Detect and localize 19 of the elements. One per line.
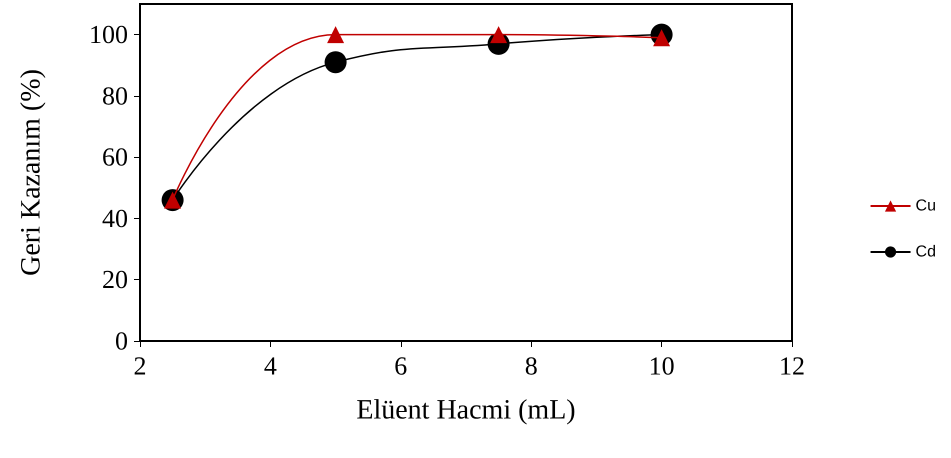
point <box>490 26 508 44</box>
x-axis-title: Elüent Hacmi (mL) <box>356 394 576 426</box>
x-tick-label: 2 <box>134 352 146 380</box>
y-tick-label: 100 <box>89 20 128 50</box>
legend-label: Cd <box>916 244 936 260</box>
y-tick-label: 80 <box>102 81 128 110</box>
x-tick-label: 8 <box>524 352 538 380</box>
y-tick-label: 60 <box>102 142 128 172</box>
y-tick-label: 20 <box>102 265 128 294</box>
point <box>327 26 344 44</box>
x-tick-label: 6 <box>394 352 408 380</box>
x-tick-label: 10 <box>648 352 675 380</box>
point <box>324 51 347 74</box>
x-tick-label: 4 <box>264 352 277 380</box>
y-tick-label: 0 <box>115 326 128 356</box>
x-tick-label: 12 <box>779 352 805 380</box>
y-axis-title: Geri Kazanım (%) <box>16 69 46 276</box>
legend-label: Cu <box>916 198 936 214</box>
y-tick-label: 40 <box>102 204 128 233</box>
